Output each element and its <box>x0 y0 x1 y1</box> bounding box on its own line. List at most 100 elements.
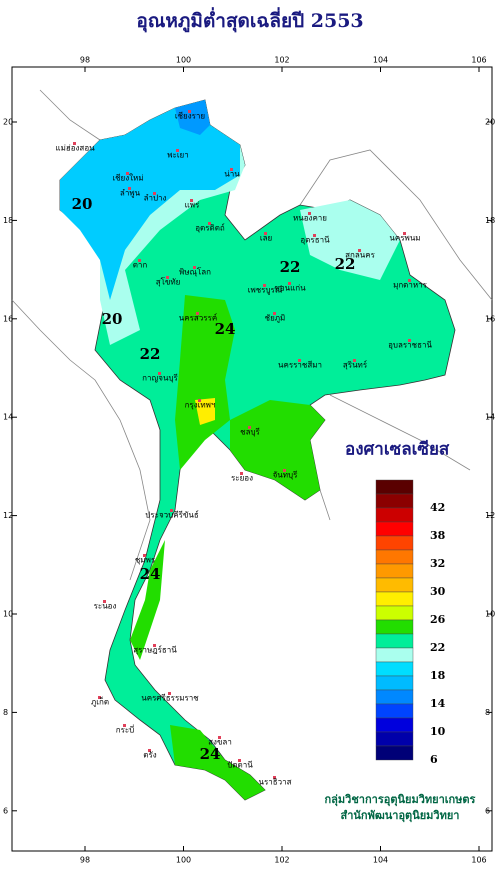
place-label: สุราษฎร์ธานี <box>133 645 177 655</box>
legend-swatch <box>375 689 414 705</box>
lat-tick-label: 6 <box>3 806 8 815</box>
contour-label: 22 <box>335 255 356 273</box>
place-label: กาญจนบุรี <box>142 374 178 383</box>
place-label: ปัตตานี <box>227 761 253 770</box>
place-label: ระยอง <box>231 474 253 483</box>
place-marker <box>98 696 101 699</box>
place-label: อุบลราชธานี <box>388 341 432 350</box>
place-marker <box>123 724 126 727</box>
warm-zone <box>175 295 235 470</box>
place-label: ชัยภูมิ <box>265 314 286 324</box>
legend-label: 18 <box>430 669 446 682</box>
place-label: ระนอง <box>94 602 117 611</box>
lon-tick-label: 100 <box>176 56 191 65</box>
legend-label: 26 <box>430 613 446 626</box>
legend-swatch <box>375 619 414 635</box>
place-label: สกลนคร <box>345 251 375 260</box>
place-marker <box>408 279 411 282</box>
lon-tick-label: 102 <box>274 856 289 865</box>
lon-tick-label: 106 <box>471 56 486 65</box>
place-label: ขอนแก่น <box>274 284 306 293</box>
warm-zone <box>230 400 325 500</box>
lon-tick-label: 104 <box>373 856 388 865</box>
warm-zone <box>170 725 265 800</box>
lat-tick-label: 18 <box>3 216 13 225</box>
legend-swatch <box>375 549 414 565</box>
contour-label: 20 <box>102 310 123 328</box>
place-label: แพร่ <box>185 201 200 210</box>
cool-zone <box>300 200 400 280</box>
place-label: ตรัง <box>143 751 156 760</box>
lat-tick-label: 20 <box>3 118 13 127</box>
legend-label: 22 <box>430 641 445 654</box>
lat-tick-label: 12 <box>3 511 13 520</box>
place-marker <box>248 426 251 429</box>
place-marker <box>218 736 221 739</box>
warm-zone <box>130 540 165 660</box>
legend-swatch <box>375 717 414 733</box>
place-marker <box>273 312 276 315</box>
legend-label: 14 <box>430 697 446 710</box>
contour-label: 22 <box>140 345 161 363</box>
lat-tick-label: 14 <box>3 413 13 422</box>
place-label: มุกดาหาร <box>393 281 428 290</box>
place-marker <box>283 469 286 472</box>
place-label: สุโขทัย <box>156 277 181 287</box>
place-marker <box>168 692 171 695</box>
place-marker <box>208 222 211 225</box>
place-marker <box>230 168 233 171</box>
lon-tick-label: 98 <box>80 856 90 865</box>
place-label: นครสวรรค์ <box>179 313 217 323</box>
legend-swatch <box>375 535 414 551</box>
coldest-zone <box>175 100 210 135</box>
place-marker <box>358 249 361 252</box>
map-title: อุณหภูมิต่ำสุดเฉลี่ยปี 2553 <box>136 7 363 33</box>
place-marker <box>128 187 131 190</box>
place-marker <box>170 509 173 512</box>
place-marker <box>264 232 267 235</box>
contour-label: 20 <box>72 195 93 213</box>
legend-swatch <box>375 675 414 691</box>
place-label: ชลบุรี <box>240 428 260 437</box>
legend-swatch <box>375 605 414 621</box>
place-marker <box>188 110 191 113</box>
place-marker <box>103 600 106 603</box>
legend-swatch <box>375 633 414 649</box>
place-marker <box>138 259 141 262</box>
place-label: เลย <box>260 234 272 243</box>
legend-swatch <box>375 745 414 761</box>
place-marker <box>263 284 266 287</box>
legend-label: 10 <box>430 725 446 738</box>
cold-zone <box>60 100 240 300</box>
contour-label: 24 <box>200 745 221 763</box>
place-marker <box>313 234 316 237</box>
place-marker <box>403 232 406 235</box>
place-label: พิษณุโลก <box>179 267 211 277</box>
contour-label: 22 <box>280 258 301 276</box>
place-label: ประจวบคีรีขันธ์ <box>145 510 199 520</box>
legend-label: 30 <box>430 585 446 598</box>
place-marker <box>148 749 151 752</box>
place-label: อุตรดิตถ์ <box>195 223 225 233</box>
place-label: สงขลา <box>208 738 232 747</box>
place-marker <box>353 359 356 362</box>
lat-tick-label: 8 <box>3 708 8 717</box>
place-marker <box>158 372 161 375</box>
legend-swatch <box>375 731 414 747</box>
legend-swatch <box>375 563 414 579</box>
neighbor-border <box>11 89 493 581</box>
legend-swatch <box>375 647 414 663</box>
legend-label: 38 <box>430 529 446 542</box>
lat-tick-label: 10 <box>3 610 13 619</box>
legend-label: 42 <box>430 501 445 514</box>
place-marker <box>288 282 291 285</box>
map-body <box>11 89 493 801</box>
lon-tick-label: 102 <box>274 56 289 65</box>
place-label: นครศรีธรรมราช <box>141 694 199 703</box>
place-label: แม่ฮ่องสอน <box>55 144 95 153</box>
place-marker <box>408 339 411 342</box>
place-marker <box>176 149 179 152</box>
contour-label: 24 <box>215 320 236 338</box>
legend-swatch <box>375 507 414 523</box>
